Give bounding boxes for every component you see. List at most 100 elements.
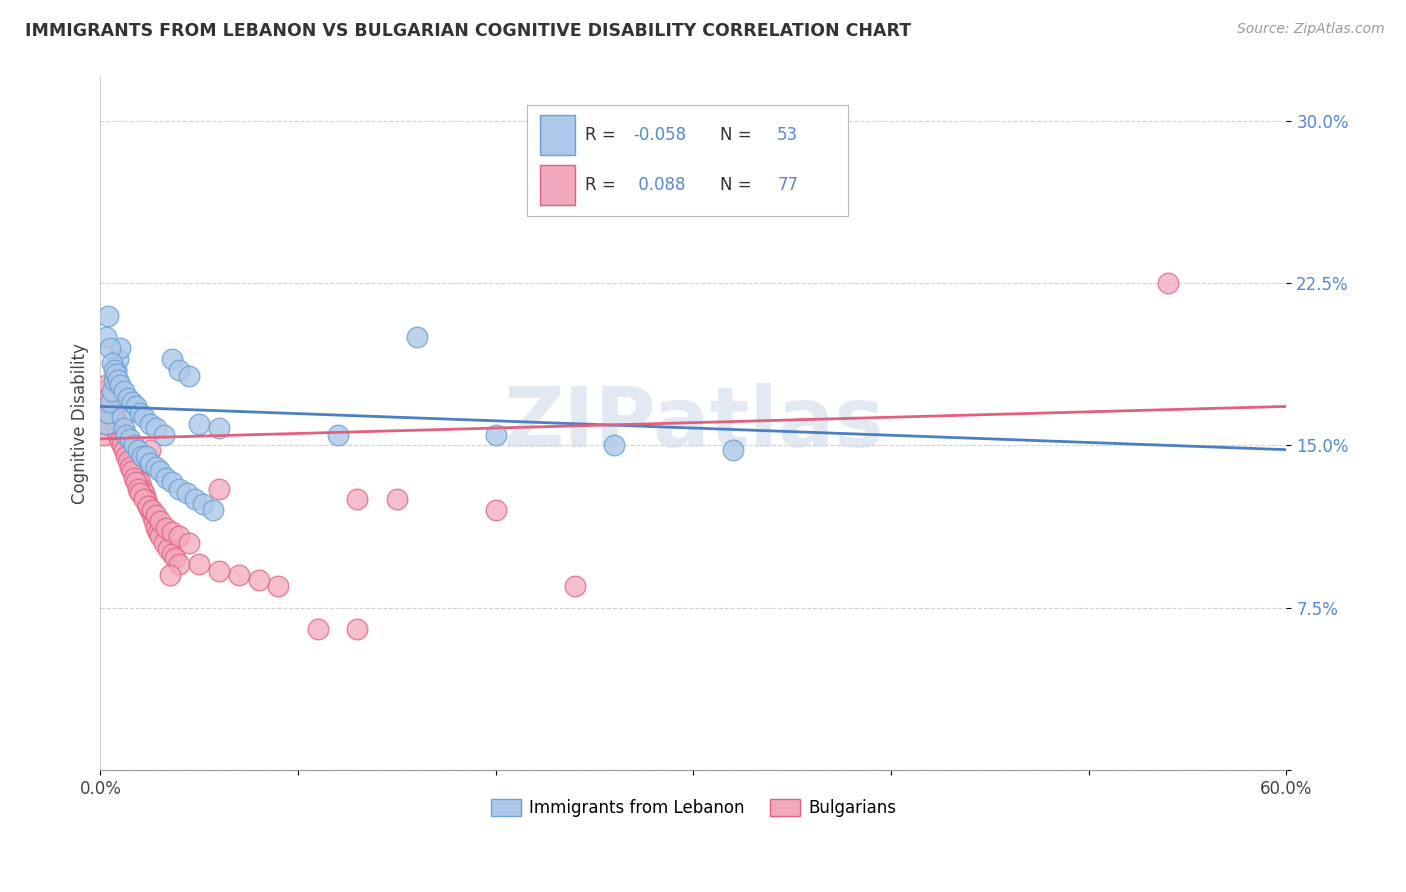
Point [145,421,167,435]
Text: IMMIGRANTS FROM LEBANON VS BULGARIAN COGNITIVE DISABILITY CORRELATION CHART: IMMIGRANTS FROM LEBANON VS BULGARIAN COG… [25,22,911,40]
Point [112,442,135,457]
Point [169,558,191,572]
Point [139,456,162,470]
Point [98,395,121,409]
Point [127,442,149,457]
Point [208,564,231,578]
Point [97,391,120,405]
Point [139,442,162,457]
Point [169,362,191,376]
Point [101,384,124,399]
Point [155,471,177,485]
Point [121,464,143,478]
Point [131,482,153,496]
Point [132,486,155,500]
Point [145,520,167,534]
Point [128,486,150,500]
Point [176,486,198,500]
Point [139,417,162,431]
Point [179,535,201,549]
Point [105,412,128,426]
Legend: Immigrants from Lebanon, Bulgarians: Immigrants from Lebanon, Bulgarians [484,792,903,824]
Point [184,492,207,507]
Point [101,356,124,370]
Point [122,438,145,452]
Point [96,417,118,431]
Point [1157,276,1180,290]
Point [346,623,368,637]
Point [136,499,159,513]
Point [152,427,174,442]
Point [93,427,115,442]
Point [136,499,159,513]
Point [131,449,153,463]
Point [96,417,118,431]
Point [145,508,167,522]
Point [564,579,586,593]
Point [122,460,145,475]
Point [127,471,149,485]
Point [208,421,231,435]
Point [108,377,131,392]
Point [149,464,172,478]
Point [96,377,118,392]
Point [111,427,134,442]
Point [149,514,172,528]
Point [111,410,134,425]
Point [202,503,225,517]
Point [155,520,177,534]
Point [135,449,157,463]
Point [118,460,141,475]
Point [98,341,121,355]
Point [112,384,135,399]
Point [118,432,141,446]
Point [307,623,329,637]
Point [117,442,139,457]
Point [125,464,148,478]
Point [247,573,270,587]
Point [385,492,408,507]
Point [165,550,187,565]
Point [128,475,150,490]
Point [117,453,139,467]
Point [145,460,167,475]
Point [101,400,124,414]
Point [97,309,120,323]
Point [108,341,131,355]
Point [107,427,129,442]
Point [159,568,181,582]
Point [107,373,129,387]
Point [191,497,214,511]
Text: Source: ZipAtlas.com: Source: ZipAtlas.com [1237,22,1385,37]
Point [721,442,744,457]
Point [125,400,148,414]
Point [160,475,183,490]
Point [112,434,135,448]
Point [169,529,191,543]
Point [208,482,231,496]
Point [132,492,155,507]
Point [105,421,128,435]
Point [346,492,368,507]
Point [122,471,145,485]
Point [115,449,138,463]
Point [107,351,129,366]
Point [97,406,120,420]
Point [485,427,508,442]
Point [112,421,135,435]
Point [326,427,349,442]
Point [121,395,143,409]
Point [97,406,120,420]
Point [160,547,183,561]
Y-axis label: Cognitive Disability: Cognitive Disability [72,343,89,504]
Point [117,391,139,405]
Point [160,524,183,539]
Point [96,330,118,344]
Point [103,412,125,426]
Point [108,434,131,448]
Point [146,524,169,539]
Point [135,492,157,507]
Point [93,384,115,399]
Point [118,449,141,463]
Point [485,503,508,517]
